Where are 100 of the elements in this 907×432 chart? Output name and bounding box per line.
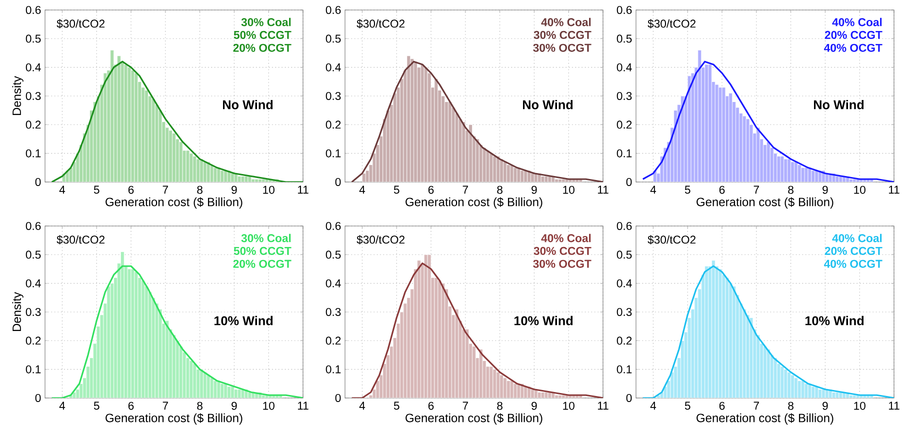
x-tick-label: 6 (128, 402, 134, 410)
annotation: 30% Coal (241, 18, 291, 26)
x-tick-label: 5 (94, 186, 100, 194)
y-tick-label: 0.2 (326, 120, 341, 129)
y-tick-label: 0.2 (326, 336, 341, 345)
y-axis-title: Density (12, 292, 24, 332)
y-tick-label: 0.1 (26, 365, 41, 374)
y-tick-label: 0.1 (616, 365, 632, 374)
x-tick-label: 11 (888, 186, 900, 194)
y-tick-label: 0 (35, 178, 41, 186)
annotation: No Wind (814, 100, 864, 110)
y-tick-label: 0 (626, 178, 632, 186)
x-tick-label: 5 (684, 186, 690, 194)
y-tick-label: 0.6 (616, 222, 632, 230)
annotation: $30/tCO2 (356, 235, 404, 244)
x-tick-label: 11 (298, 186, 308, 194)
y-tick-label: 0.2 (616, 336, 632, 345)
x-axis-title: Generation cost ($ Billion) (696, 413, 834, 425)
x-tick-label: 9 (822, 186, 828, 194)
annotation: 20% CCGT (824, 30, 882, 39)
annotation: 50% CCGT (234, 246, 292, 255)
annotation: 40% Coal (832, 18, 882, 26)
y-tick-label: 0.4 (616, 279, 632, 288)
y-tick-label: 0.5 (616, 250, 632, 259)
x-tick-label: 7 (462, 186, 468, 194)
annotation: 40% Coal (541, 18, 591, 26)
y-tick-label: 0.5 (616, 34, 632, 43)
annotation: 10% Wind (805, 316, 864, 326)
x-tick-label: 6 (719, 186, 725, 194)
y-tick-label: 0.5 (326, 34, 341, 43)
x-tick-label: 4 (650, 402, 656, 410)
annotation: 30% OCGT (533, 260, 592, 268)
annotation: 30% OCGT (533, 44, 592, 52)
x-axis-title: Generation cost ($ Billion) (406, 413, 542, 425)
y-tick-label: 0.3 (326, 92, 341, 100)
y-tick-label: 0.1 (326, 365, 341, 374)
annotation: $30/tCO2 (648, 235, 696, 244)
x-tick-label: 7 (754, 402, 759, 410)
y-tick-label: 0 (35, 394, 41, 402)
y-tick-label: 0 (335, 178, 341, 186)
y-tick-label: 0.6 (26, 222, 41, 230)
x-tick-label: 6 (128, 186, 134, 194)
y-axis-title: Density (12, 76, 24, 116)
annotation: No Wind (522, 100, 573, 110)
annotation: 40% Coal (832, 234, 882, 242)
x-tick-label: 5 (394, 186, 400, 194)
x-tick-label: 7 (462, 402, 468, 410)
x-tick-label: 8 (788, 186, 794, 194)
y-tick-label: 0.3 (26, 92, 41, 100)
x-tick-label: 10 (854, 186, 866, 194)
x-axis-title: Generation cost ($ Billion) (406, 197, 542, 209)
annotation: 10% Wind (214, 316, 273, 326)
x-tick-label: 11 (298, 402, 308, 410)
y-tick-label: 0.2 (26, 120, 41, 129)
annotation: 40% OCGT (824, 44, 882, 52)
y-tick-label: 0.1 (26, 149, 41, 158)
y-tick-label: 0.4 (616, 63, 632, 72)
x-axis-title: Generation cost ($ Billion) (106, 413, 242, 425)
annotation: 20% OCGT (233, 260, 292, 268)
x-tick-label: 9 (232, 186, 237, 194)
x-tick-label: 8 (497, 402, 502, 410)
y-tick-label: 0.4 (326, 279, 341, 288)
x-tick-label: 9 (532, 186, 537, 194)
y-tick-label: 0.4 (326, 63, 341, 72)
y-tick-label: 0.4 (26, 279, 41, 288)
y-tick-label: 0.6 (326, 222, 341, 230)
x-tick-label: 10 (563, 402, 574, 410)
x-tick-label: 8 (497, 186, 502, 194)
x-tick-label: 8 (197, 186, 202, 194)
y-tick-label: 0.3 (326, 308, 341, 316)
annotation: 50% CCGT (234, 30, 292, 39)
y-tick-label: 0.5 (326, 250, 341, 259)
annotation: 30% CCGT (534, 246, 592, 255)
x-tick-label: 9 (232, 402, 237, 410)
x-tick-label: 10 (263, 402, 274, 410)
y-tick-label: 0.5 (26, 34, 41, 43)
annotation: 20% CCGT (824, 246, 882, 255)
annotation: $30/tCO2 (56, 235, 105, 244)
x-tick-label: 7 (754, 186, 759, 194)
x-tick-label: 4 (59, 186, 66, 194)
line-series (351, 60, 603, 182)
x-tick-label: 11 (598, 186, 608, 194)
x-tick-label: 8 (197, 402, 202, 410)
x-tick-label: 5 (394, 402, 400, 410)
x-tick-label: 6 (428, 186, 434, 194)
y-tick-label: 0.3 (616, 92, 632, 100)
x-tick-label: 5 (684, 402, 690, 410)
annotation: 40% OCGT (824, 260, 882, 268)
x-tick-label: 10 (263, 186, 274, 194)
x-axis-title: Generation cost ($ Billion) (106, 197, 242, 209)
y-tick-label: 0.1 (616, 149, 632, 158)
x-tick-label: 4 (359, 402, 366, 410)
x-tick-label: 7 (162, 186, 168, 194)
x-tick-label: 10 (854, 402, 866, 410)
annotation: $30/tCO2 (356, 19, 404, 28)
x-tick-label: 4 (650, 186, 656, 194)
annotation: $30/tCO2 (56, 19, 105, 28)
x-tick-label: 9 (822, 402, 828, 410)
x-tick-label: 10 (563, 186, 574, 194)
y-tick-label: 0.6 (26, 6, 41, 14)
